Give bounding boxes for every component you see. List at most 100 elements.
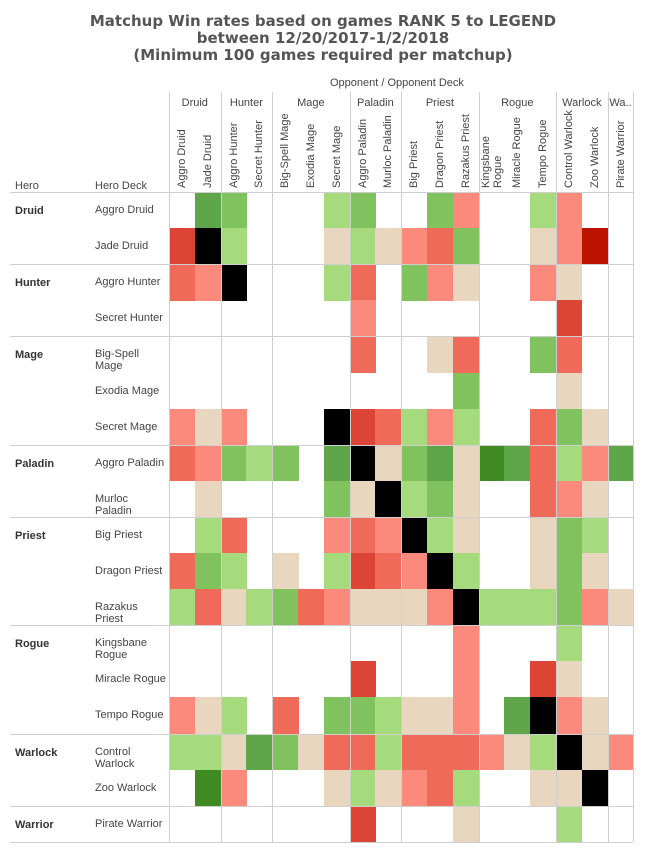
heatmap-cell bbox=[581, 697, 609, 735]
group-separator bbox=[272, 92, 274, 842]
title-line-1: Matchup Win rates based on games RANK 5 … bbox=[89, 12, 557, 30]
heatmap-cell bbox=[349, 589, 376, 626]
heatmap-cell bbox=[220, 516, 247, 554]
hero-label: Warlock bbox=[15, 746, 58, 759]
heatmap-cell bbox=[194, 264, 222, 301]
heatmap-cell bbox=[323, 192, 351, 229]
group-separator bbox=[556, 92, 557, 842]
row-header-hero: Hero bbox=[15, 180, 39, 192]
heatmap-cell bbox=[194, 192, 222, 229]
hero-separator bbox=[10, 733, 634, 735]
heatmap-cell bbox=[530, 336, 557, 374]
hero-separator bbox=[10, 444, 634, 446]
deck-label: Big-Spell Mage bbox=[95, 348, 140, 373]
heatmap-cell bbox=[530, 733, 557, 771]
heatmap-cell bbox=[401, 733, 428, 771]
heatmap-cell bbox=[323, 516, 351, 554]
hero-separator bbox=[10, 336, 634, 338]
group-separator bbox=[401, 92, 403, 842]
heatmap-cell bbox=[427, 480, 454, 518]
heatmap-cell bbox=[530, 661, 557, 698]
hero-separator bbox=[10, 841, 634, 843]
heatmap-cell bbox=[556, 444, 583, 482]
heatmap-cell bbox=[530, 480, 557, 518]
heatmap-cell bbox=[401, 553, 428, 590]
column-label: Aggro Paladin bbox=[356, 118, 369, 188]
heatmap-cell bbox=[478, 444, 505, 482]
opponent-group-label: Wa.. bbox=[609, 97, 632, 109]
heatmap-cell bbox=[581, 228, 609, 265]
heatmap-cell bbox=[349, 264, 376, 301]
deck-label: Secret Mage bbox=[95, 420, 158, 433]
opponent-group-label: Druid bbox=[181, 97, 208, 109]
deck-label: Murloc Paladin bbox=[95, 492, 132, 517]
hero-separator bbox=[10, 264, 634, 266]
hero-separator bbox=[10, 192, 634, 193]
heatmap-cell bbox=[323, 553, 351, 590]
column-label: Control Warlock bbox=[562, 110, 575, 188]
heatmap-cell bbox=[272, 589, 299, 626]
heatmap-cell bbox=[427, 553, 454, 590]
hero-label: Hunter bbox=[15, 277, 51, 290]
deck-label: Jade Druid bbox=[95, 240, 149, 253]
heatmap-cell bbox=[607, 589, 634, 626]
heatmap-cell bbox=[530, 408, 557, 446]
heatmap-cell bbox=[220, 264, 247, 301]
heatmap-cell bbox=[530, 553, 557, 590]
heatmap-cell bbox=[323, 408, 351, 446]
title-line-3: (Minimum 100 games required per matchup) bbox=[133, 46, 513, 64]
heatmap-cell bbox=[530, 192, 557, 229]
deck-label: Zoo Warlock bbox=[95, 781, 157, 794]
heatmap-cell bbox=[556, 733, 583, 771]
hero-label: Warrior bbox=[15, 818, 54, 831]
heatmap-cell bbox=[323, 228, 351, 265]
heatmap-cell bbox=[194, 444, 222, 482]
deck-label: Secret Hunter bbox=[95, 312, 163, 325]
heatmap-cell bbox=[375, 408, 402, 446]
heatmap-cell bbox=[375, 480, 402, 518]
heatmap-cell bbox=[452, 336, 480, 374]
heatmap-cell bbox=[194, 516, 222, 554]
heatmap-cell bbox=[194, 769, 222, 807]
deck-label: Pirate Warrior bbox=[95, 817, 163, 830]
heatmap-cell bbox=[375, 697, 402, 735]
column-label: Kingsbane bbox=[479, 136, 492, 188]
column-label: Aggro Druid bbox=[175, 129, 188, 188]
heatmap-cell bbox=[246, 444, 273, 482]
heatmap-cell bbox=[220, 769, 247, 807]
hero-separator bbox=[10, 625, 634, 627]
heatmap-cell bbox=[220, 408, 247, 446]
deck-label: Kingsbane Rogue bbox=[95, 637, 147, 662]
group-separator bbox=[607, 92, 609, 842]
deck-label: Control Warlock bbox=[95, 745, 135, 770]
heatmap-cell bbox=[452, 733, 480, 771]
heatmap-cell bbox=[556, 553, 583, 590]
heatmap-cell bbox=[323, 769, 351, 807]
column-label: Jade Druid bbox=[201, 134, 214, 188]
deck-label: Exodia Mage bbox=[95, 384, 160, 397]
heatmap-cell bbox=[272, 733, 299, 771]
deck-label: Aggro Paladin bbox=[95, 456, 165, 469]
row-header-deck: Hero Deck bbox=[95, 180, 147, 192]
heatmap-cell bbox=[556, 625, 583, 662]
heatmap-cell bbox=[452, 264, 480, 301]
heatmap-cell bbox=[556, 192, 583, 229]
heatmap-cell bbox=[427, 733, 454, 771]
heatmap-cell bbox=[220, 228, 247, 265]
heatmap-cell bbox=[349, 805, 376, 843]
group-separator bbox=[633, 92, 635, 842]
heatmap-cell bbox=[401, 769, 428, 807]
heatmap-cell bbox=[452, 553, 480, 590]
heatmap-cell bbox=[556, 336, 583, 374]
heatmap-cell bbox=[323, 480, 351, 518]
heatmap-cell bbox=[349, 300, 376, 337]
heatmap-cell bbox=[349, 228, 376, 265]
heatmap-cell bbox=[220, 733, 247, 771]
column-label: Secret Hunter bbox=[253, 120, 266, 188]
deck-label: Dragon Priest bbox=[95, 565, 163, 577]
column-label: Secret Mage bbox=[330, 125, 343, 188]
group-separator bbox=[349, 92, 351, 842]
heatmap-cell bbox=[581, 769, 609, 807]
heatmap-cell bbox=[427, 336, 454, 374]
heatmap-cell bbox=[556, 264, 583, 301]
